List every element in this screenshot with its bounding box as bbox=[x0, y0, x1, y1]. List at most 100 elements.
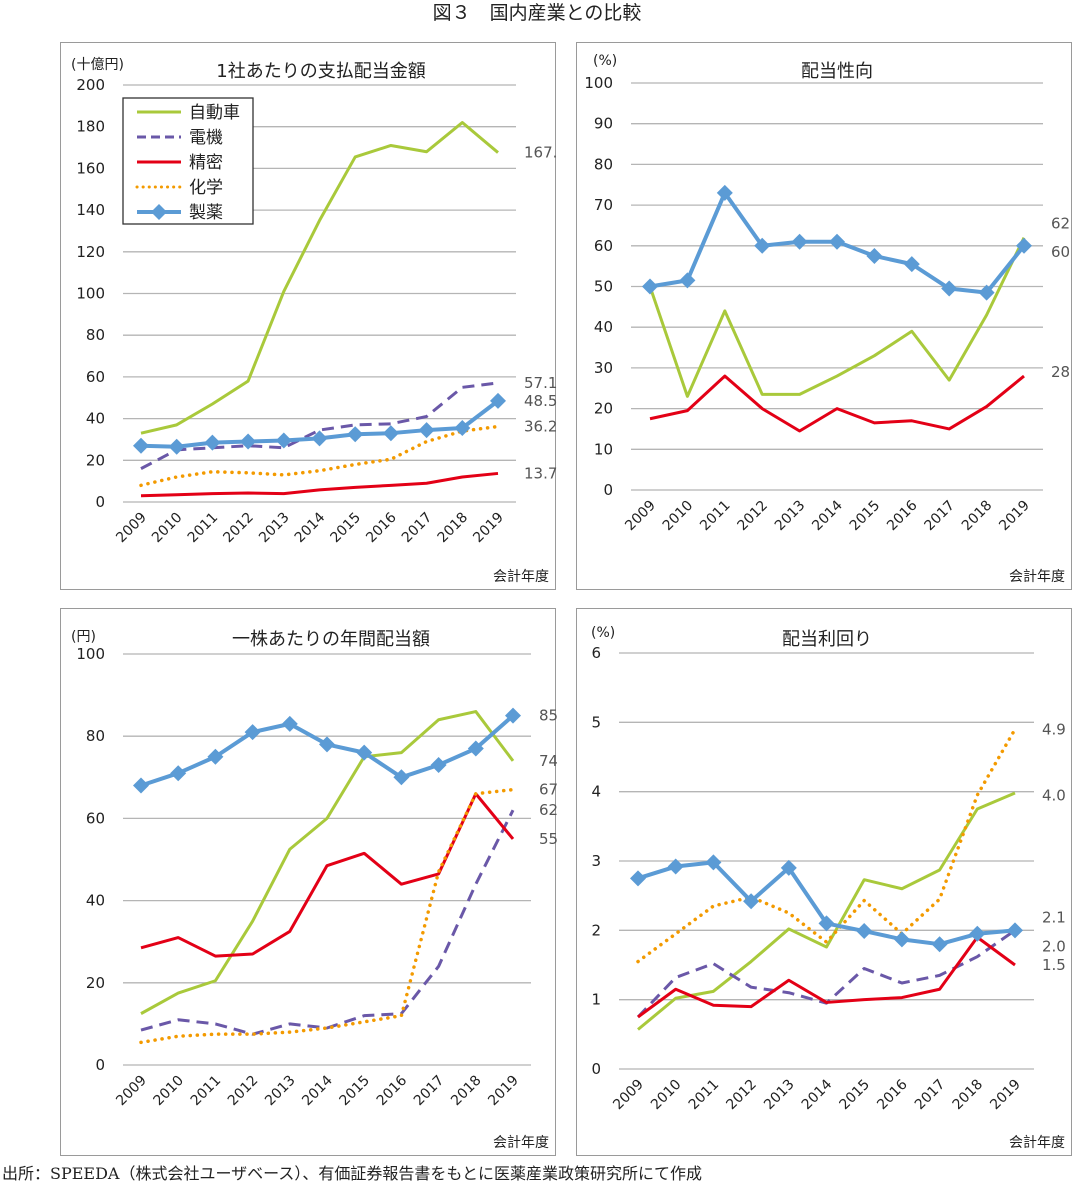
data-point-製薬 bbox=[630, 870, 646, 887]
end-value-label: 74 bbox=[539, 752, 557, 770]
y-tick-label: 60 bbox=[594, 237, 613, 255]
data-point-製薬 bbox=[941, 280, 958, 297]
data-point-製薬 bbox=[818, 915, 835, 932]
chart-dividend-yield: 配当利回り (%) 会計年度 0 1 2 3 4 5 6 2009 2010 2011 2012 2013 2… bbox=[576, 608, 1072, 1156]
series-line-化学 bbox=[139, 424, 500, 488]
y-tick-label: 30 bbox=[594, 359, 613, 377]
series-line-精密 bbox=[140, 471, 499, 498]
legend-label: 電機 bbox=[189, 128, 223, 148]
data-point-製薬 bbox=[281, 715, 298, 732]
data-point-製薬 bbox=[382, 425, 399, 442]
data-point-製薬 bbox=[716, 184, 733, 201]
data-point-製薬 bbox=[454, 419, 471, 436]
y-tick-label: 0 bbox=[95, 1056, 105, 1074]
series-line-自動車 bbox=[140, 121, 499, 435]
data-point-製薬 bbox=[204, 434, 221, 451]
data-point-製薬 bbox=[319, 736, 335, 753]
data-point-製薬 bbox=[347, 426, 364, 443]
y-axis-unit: (円) bbox=[71, 629, 96, 645]
chart-title: 配当性向 bbox=[801, 61, 873, 82]
data-point-製薬 bbox=[430, 756, 447, 773]
y-tick-label: 80 bbox=[86, 326, 105, 344]
y-tick-label: 20 bbox=[594, 400, 613, 418]
x-tick-label: 2016 bbox=[363, 509, 400, 546]
y-tick-label: 40 bbox=[86, 892, 105, 910]
series-line-化学 bbox=[139, 787, 515, 1045]
figure-title: 図３ 国内産業との比較 bbox=[432, 2, 642, 24]
y-tick-label: 2 bbox=[591, 921, 601, 939]
y-tick-label: 5 bbox=[591, 713, 601, 731]
series-line-電機 bbox=[140, 381, 499, 470]
data-point-製薬 bbox=[754, 237, 771, 254]
data-point-製薬 bbox=[1007, 922, 1023, 939]
data-point-製薬 bbox=[393, 769, 410, 786]
x-tick-label: 2013 bbox=[761, 1077, 798, 1114]
x-tick-label: 2014 bbox=[799, 1076, 836, 1113]
x-tick-label: 2014 bbox=[292, 509, 329, 546]
x-tick-label: 2018 bbox=[959, 498, 996, 535]
end-value-label: 67 bbox=[539, 781, 557, 799]
x-tick-label: 2018 bbox=[435, 510, 472, 547]
data-point-製薬 bbox=[705, 854, 722, 871]
data-point-製薬 bbox=[133, 777, 149, 794]
y-tick-label: 90 bbox=[594, 115, 613, 133]
x-tick-label: 2019 bbox=[470, 510, 507, 547]
x-tick-label: 2012 bbox=[735, 498, 772, 535]
end-value-label: 36.2 bbox=[524, 418, 557, 436]
y-tick-label: 60 bbox=[86, 368, 105, 386]
x-axis-label: 会計年度 bbox=[1009, 1135, 1065, 1151]
end-value-label: 57.1 bbox=[524, 374, 557, 392]
y-tick-label: 10 bbox=[594, 440, 613, 458]
data-point-製薬 bbox=[829, 233, 845, 250]
x-tick-label: 2017 bbox=[922, 498, 959, 535]
data-point-製薬 bbox=[791, 233, 808, 250]
data-point-製薬 bbox=[505, 707, 521, 724]
data-point-製薬 bbox=[903, 256, 920, 273]
y-tick-label: 200 bbox=[76, 76, 105, 94]
x-tick-label: 2016 bbox=[374, 1072, 411, 1109]
end-value-label: 55 bbox=[539, 830, 557, 848]
data-point-製薬 bbox=[679, 272, 696, 289]
end-value-label: 1.5 bbox=[1042, 956, 1066, 974]
x-tick-label: 2010 bbox=[648, 1077, 685, 1114]
x-tick-label: 2011 bbox=[697, 498, 734, 535]
data-point-製薬 bbox=[856, 923, 873, 940]
y-tick-label: 40 bbox=[86, 410, 105, 428]
end-value-label: 13.7 bbox=[524, 464, 557, 482]
legend-label: 製薬 bbox=[189, 203, 223, 223]
y-axis-unit: (十億円) bbox=[71, 57, 124, 73]
data-point-製薬 bbox=[893, 931, 910, 948]
end-value-label: 48.5 bbox=[524, 392, 557, 410]
y-tick-label: 70 bbox=[594, 196, 613, 214]
y-tick-label: 160 bbox=[76, 159, 105, 177]
end-value-label: 28 bbox=[1051, 363, 1070, 381]
x-tick-label: 2015 bbox=[337, 1073, 374, 1110]
x-tick-label: 2019 bbox=[996, 498, 1033, 535]
end-value-label: 85 bbox=[539, 707, 557, 725]
y-tick-label: 80 bbox=[86, 727, 105, 745]
x-tick-label: 2018 bbox=[950, 1077, 987, 1114]
data-point-製薬 bbox=[168, 438, 185, 455]
chart-title: 1社あたりの支払配当金額 bbox=[216, 61, 425, 82]
data-point-製薬 bbox=[207, 748, 224, 765]
series-line-化学 bbox=[636, 727, 1017, 964]
y-tick-label: 3 bbox=[591, 852, 601, 870]
x-tick-label: 2012 bbox=[220, 510, 257, 547]
y-tick-label: 80 bbox=[594, 155, 613, 173]
data-point-製薬 bbox=[490, 392, 506, 409]
x-axis-label: 会計年度 bbox=[1009, 569, 1065, 585]
series-line-自動車 bbox=[140, 710, 515, 1015]
data-point-製薬 bbox=[969, 925, 986, 942]
x-tick-label: 2009 bbox=[113, 1073, 150, 1110]
x-tick-label: 2012 bbox=[225, 1073, 262, 1110]
legend-label: 精密 bbox=[189, 153, 223, 173]
y-axis-unit: (%) bbox=[593, 53, 617, 69]
x-axis-label: 会計年度 bbox=[493, 1135, 549, 1151]
x-tick-label: 2010 bbox=[149, 510, 186, 547]
end-value-label: 62 bbox=[539, 801, 557, 819]
y-tick-label: 100 bbox=[584, 74, 613, 92]
data-point-製薬 bbox=[170, 765, 187, 782]
